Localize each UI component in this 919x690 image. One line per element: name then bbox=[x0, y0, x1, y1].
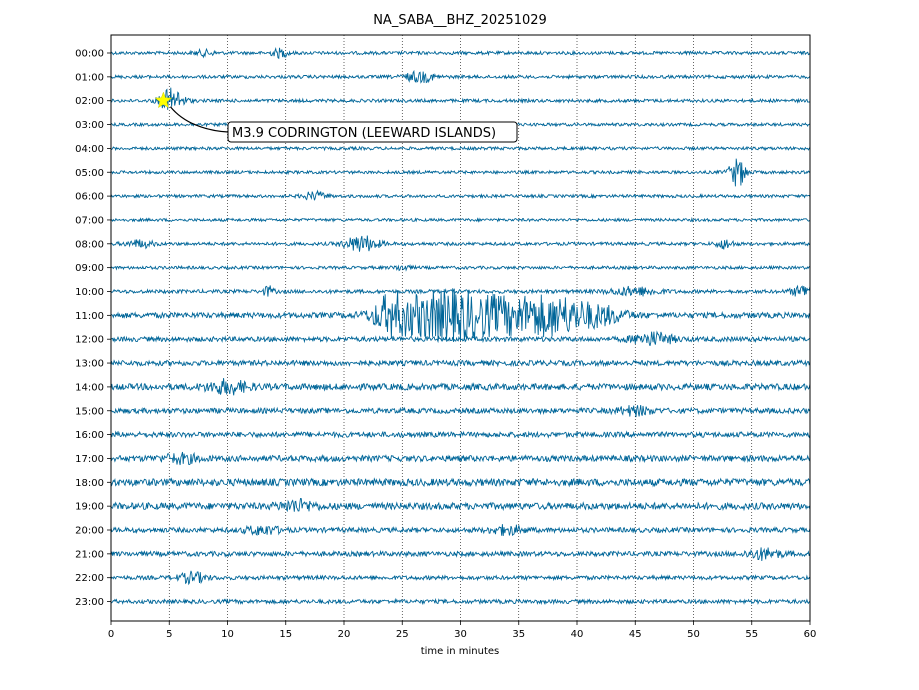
x-tick-label: 30 bbox=[454, 629, 467, 640]
x-tick-label: 10 bbox=[221, 629, 234, 640]
seismic-trace bbox=[110, 430, 811, 439]
seismic-trace bbox=[110, 47, 811, 60]
y-tick-label: 16:00 bbox=[75, 430, 104, 441]
x-tick-label: 35 bbox=[512, 629, 525, 640]
y-tick-label: 15:00 bbox=[75, 406, 104, 417]
y-tick-label: 21:00 bbox=[75, 549, 104, 560]
seismic-trace bbox=[110, 158, 811, 187]
seismic-trace bbox=[110, 451, 811, 466]
plot-frame bbox=[110, 34, 811, 622]
seismic-trace bbox=[110, 497, 811, 513]
seismic-trace bbox=[110, 378, 811, 396]
seismic-trace bbox=[110, 216, 811, 223]
x-tick-label: 15 bbox=[279, 629, 292, 640]
x-tick-label: 25 bbox=[396, 629, 409, 640]
seismic-trace bbox=[110, 358, 811, 368]
seismic-trace bbox=[110, 524, 811, 537]
y-tick-label: 23:00 bbox=[75, 597, 104, 608]
y-tick-label: 03:00 bbox=[75, 120, 104, 131]
seismic-trace bbox=[110, 547, 811, 562]
event-annotation-group: M3.9 CODRINGTON (LEEWARD ISLANDS) bbox=[154, 91, 518, 143]
seismic-trace bbox=[110, 87, 811, 110]
y-tick-label: 08:00 bbox=[75, 239, 104, 250]
annotation-arrow bbox=[169, 106, 229, 133]
seismic-trace bbox=[110, 597, 811, 606]
x-tick-label: 40 bbox=[571, 629, 584, 640]
y-tick-label: 06:00 bbox=[75, 192, 104, 203]
y-tick-label: 19:00 bbox=[75, 502, 104, 513]
seismic-trace bbox=[110, 189, 811, 201]
y-tick-label: 14:00 bbox=[75, 382, 104, 393]
y-tick-label: 02:00 bbox=[75, 96, 104, 107]
y-tick-label: 09:00 bbox=[75, 263, 104, 274]
y-tick-label: 17:00 bbox=[75, 454, 104, 465]
x-axis-label: time in minutes bbox=[421, 646, 500, 657]
x-tick-label: 45 bbox=[629, 629, 642, 640]
x-tick-label: 0 bbox=[108, 629, 114, 640]
y-axis-ticks: 00:00 01:00 02:00 03:00 04:00 05:00 06:00 07:00… bbox=[75, 49, 111, 608]
y-tick-label: 22:00 bbox=[75, 573, 104, 584]
y-tick-label: 11:00 bbox=[75, 311, 104, 322]
seismic-trace bbox=[110, 288, 811, 343]
y-tick-label: 18:00 bbox=[75, 478, 104, 489]
seismic-trace bbox=[110, 284, 811, 297]
seismic-trace bbox=[110, 69, 811, 84]
x-tick-label: 20 bbox=[338, 629, 351, 640]
y-tick-label: 00:00 bbox=[75, 49, 104, 60]
chart-title: NA_SABA__BHZ_20251029 bbox=[373, 13, 547, 28]
y-tick-label: 04:00 bbox=[75, 144, 104, 155]
x-tick-label: 50 bbox=[687, 629, 700, 640]
seismic-trace bbox=[110, 477, 811, 488]
seismic-traces bbox=[110, 47, 811, 606]
y-tick-label: 01:00 bbox=[75, 72, 104, 83]
y-tick-label: 13:00 bbox=[75, 359, 104, 370]
x-tick-label: 55 bbox=[745, 629, 758, 640]
annotation-text: M3.9 CODRINGTON (LEEWARD ISLANDS) bbox=[232, 126, 496, 141]
seismic-trace bbox=[110, 145, 811, 152]
y-tick-label: 20:00 bbox=[75, 526, 104, 537]
annotation-box bbox=[227, 121, 518, 143]
x-tick-label: 60 bbox=[804, 629, 817, 640]
y-tick-label: 12:00 bbox=[75, 335, 104, 346]
y-tick-label: 10:00 bbox=[75, 287, 104, 298]
event-star-marker bbox=[154, 91, 173, 109]
seismic-trace bbox=[110, 235, 811, 252]
y-tick-label: 07:00 bbox=[75, 215, 104, 226]
seismic-trace bbox=[110, 263, 811, 272]
x-axis-ticks: 0 5 10 15 20 25 30 35 40 45 50 55 60 bbox=[108, 621, 817, 640]
y-tick-label: 05:00 bbox=[75, 168, 104, 179]
seismic-trace bbox=[110, 570, 811, 586]
x-tick-label: 5 bbox=[166, 629, 172, 640]
seismic-trace bbox=[110, 330, 811, 347]
seismic-trace bbox=[110, 405, 811, 418]
